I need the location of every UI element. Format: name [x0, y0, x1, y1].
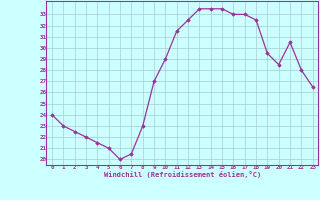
X-axis label: Windchill (Refroidissement éolien,°C): Windchill (Refroidissement éolien,°C) [104, 171, 261, 178]
